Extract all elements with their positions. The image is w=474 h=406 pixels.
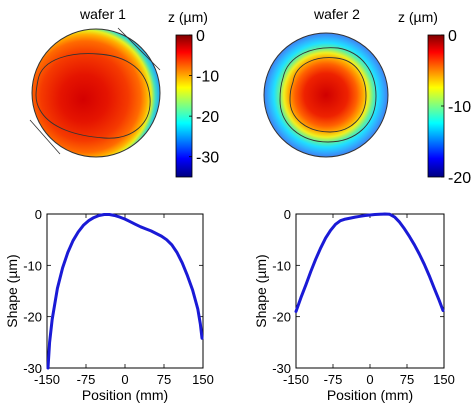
wafer-2-heatmap (264, 33, 388, 157)
wafer-1-outline (31, 28, 161, 158)
wafer-2-colorbar-tick-label: -10 (448, 99, 471, 116)
wafer-1-profile-xtick-label: -150 (34, 372, 60, 387)
wafer-2-colorbar-label: z (µm) (398, 9, 438, 25)
wafer-1-colorbar-tick-label: -30 (196, 150, 219, 167)
wafer-1-heatmap (32, 29, 160, 157)
wafer-2-profile-xtick-label: -150 (283, 372, 309, 387)
wafer-2-profile-plot: -150 -75 0 75 150 0 -10 -20 -30 Position (mm) Shap… (253, 207, 455, 403)
wafer-1-profile-series-line (46, 213, 204, 370)
wafer-2-map-panel: wafer 2 (263, 6, 389, 158)
wafer-1-profile-ytick-label: -20 (23, 310, 42, 325)
wafer-2-profile-ytick-label: -10 (272, 258, 291, 273)
wafer-1-colorbar: z (µm) 0 -10 -20 -30 (168, 9, 219, 178)
wafer-1-contour-10 (35, 53, 151, 139)
wafer-2-profile-xtick-label: 75 (400, 372, 414, 387)
wafer-1-map-panel: wafer 1 (29, 6, 161, 158)
wafer-1-colorbar-tick-label: -20 (196, 109, 219, 126)
wafer-1-contour-30 (29, 119, 61, 155)
wafer-2-profile-xlabel: Position (mm) (327, 387, 413, 403)
wafer-1-profile-xtick-label: 75 (157, 372, 171, 387)
wafer-1-title: wafer 1 (79, 6, 126, 22)
wafer-1-contour-20 (117, 27, 161, 71)
wafer-1-profile-plot: -150 -75 0 75 150 0 -10 -20 -30 Position (mm) Shap… (4, 207, 214, 403)
wafer-1-profile-xtick-label: -75 (77, 372, 96, 387)
wafer-2-profile-series-line (294, 212, 445, 313)
wafer-1-profile-ylabel: Shape (µm) (4, 254, 20, 327)
wafer-2-profile-ylabel: Shape (µm) (253, 254, 269, 327)
wafer-1-profile-xlabel: Position (mm) (82, 387, 168, 403)
wafer-2-profile-xtick-label: -75 (324, 372, 343, 387)
wafer-1-colorbar-label: z (µm) (168, 9, 208, 25)
wafer-2-profile-axes-box (295, 213, 445, 369)
wafer-1-profile-xtick-label: 0 (121, 372, 128, 387)
wafer-2-profile-ytick-label: -30 (272, 361, 291, 376)
wafer-1-profile-xtick-label: 150 (192, 372, 214, 387)
wafer-1-profile-ytick-label: -30 (23, 361, 42, 376)
wafer-2-colorbar-tick-label: 0 (448, 28, 457, 45)
wafer-1-profile-ytick-label: -10 (23, 258, 42, 273)
wafer-2-profile-ytick-label: 0 (284, 207, 291, 222)
wafer-2-profile-xtick-label: 0 (366, 372, 373, 387)
wafer-1-profile-axes-box (46, 213, 204, 369)
wafer-2-contour-inner (289, 57, 367, 133)
wafer-2-profile-ytick-label: -20 (272, 310, 291, 325)
wafer-2-colorbar-tick-label: -20 (448, 170, 471, 187)
wafer-2-title: wafer 2 (313, 6, 360, 22)
wafer-2-colorbar: z (µm) 0 -10 -20 (398, 9, 471, 187)
wafer-2-contour-mid (279, 47, 377, 143)
wafer-1-colorbar-tick-label: 0 (196, 28, 205, 45)
wafer-1-colorbar-scale (175, 34, 193, 178)
wafer-2-profile-xtick-label: 150 (433, 372, 455, 387)
wafer-2-outline (263, 32, 389, 158)
wafer-1-colorbar-tick-label: -10 (196, 69, 219, 86)
wafer-1-profile-ytick-label: 0 (35, 207, 42, 222)
